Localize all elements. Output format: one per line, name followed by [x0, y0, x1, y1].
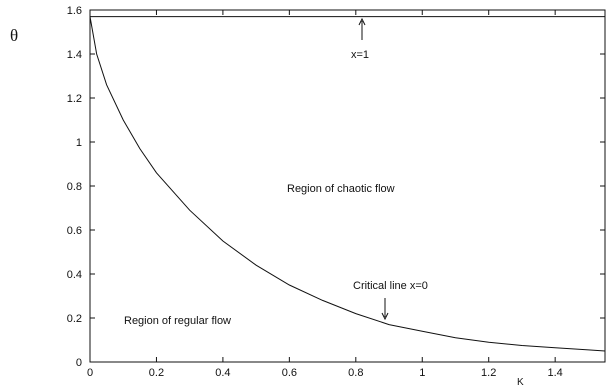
- ticks: 0 0.2 0.4 0.6 0.8 1 1.2 1.4 0 0.2 0.4 0.6 0.8 1 1.2 1.4…: [67, 5, 605, 379]
- annotation-critical-line: Critical line x=0: [353, 280, 428, 292]
- annotation-regular-region: Region of regular flow: [124, 315, 231, 327]
- y-tick-label: 0: [76, 357, 82, 369]
- x-tick-label: 0.6: [282, 367, 297, 379]
- x-tick-label: 0.2: [149, 367, 164, 379]
- plot-frame: [89, 9, 606, 363]
- y-tick-label: 1.2: [67, 93, 82, 105]
- y-tick-label: 0.2: [67, 313, 82, 325]
- y-tick-label: 0.8: [67, 181, 82, 193]
- x-tick-label: 1.4: [548, 367, 563, 379]
- x-tick-label: 1: [419, 367, 425, 379]
- y-tick-label: 1.4: [67, 49, 82, 61]
- x-tick-label: 0.4: [215, 367, 230, 379]
- x-tick-label: 0: [87, 367, 93, 379]
- critical-curve: [89, 16, 606, 352]
- annotation-x1: x=1: [351, 49, 369, 61]
- y-axis-label: θ: [10, 26, 18, 45]
- y-tick-label: 0.6: [67, 225, 82, 237]
- x-tick-label: 0.8: [348, 367, 363, 379]
- critical-arrow-head: [381, 312, 389, 321]
- x-axis-label: K: [517, 377, 524, 388]
- y-tick-label: 1: [76, 137, 82, 149]
- x-tick-label: 1.2: [481, 367, 496, 379]
- x1-arrow-head: [358, 17, 366, 26]
- y-tick-label: 1.6: [67, 5, 82, 17]
- series: [89, 16, 606, 352]
- annotation-chaotic-region: Region of chaotic flow: [287, 183, 395, 195]
- y-tick-label: 0.4: [67, 269, 82, 281]
